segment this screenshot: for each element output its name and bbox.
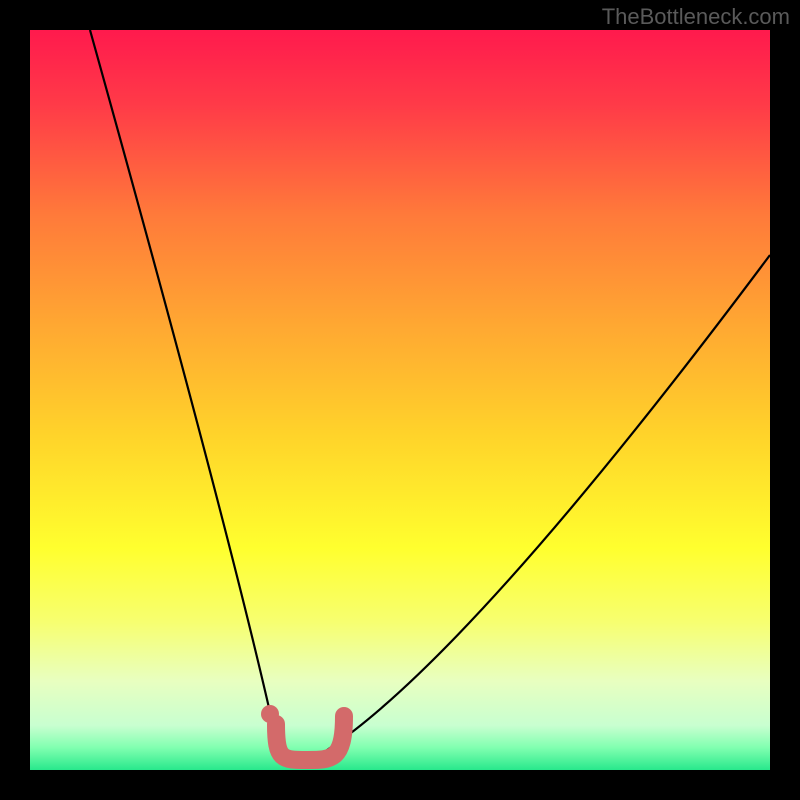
bottleneck-chart — [0, 0, 800, 800]
chart-stage: TheBottleneck.com — [0, 0, 800, 800]
valley-marker-dot — [261, 705, 279, 723]
